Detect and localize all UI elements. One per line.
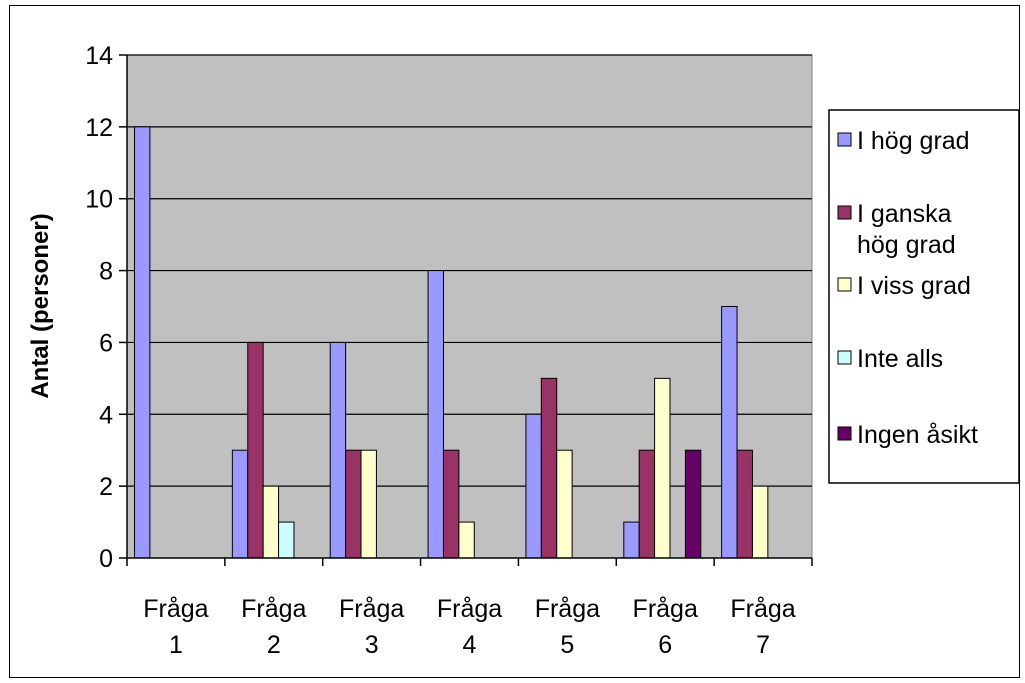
y-tick-label: 6: [99, 329, 113, 357]
y-tick-label: 12: [85, 114, 113, 142]
bar: [654, 377, 671, 559]
legend-label: I viss grad: [857, 272, 971, 300]
y-tick-label: 10: [85, 186, 113, 214]
plot-background: [126, 54, 813, 559]
bar: [134, 126, 151, 559]
x-tick-label: Fråga 3: [339, 595, 404, 659]
bar: [638, 449, 656, 559]
legend-label: Inte alls: [857, 345, 943, 373]
legend-label: I hög grad: [857, 127, 970, 155]
y-tick-label: 4: [99, 401, 113, 429]
x-tick-label: Fråga 2: [241, 595, 306, 659]
legend-swatch: [837, 426, 852, 441]
bar: [458, 521, 475, 559]
bar: [360, 449, 377, 559]
legend: I hög grad I ganska hög grad I viss grad Int…: [828, 109, 1020, 484]
x-tick-label: Fråga 1: [143, 595, 208, 659]
bar: [540, 377, 558, 559]
plot-area: [126, 54, 813, 559]
y-tick-label: 2: [99, 473, 113, 501]
bar: [623, 521, 640, 559]
y-tick-label: 8: [99, 258, 113, 286]
bar: [278, 521, 295, 559]
bar: [231, 449, 249, 559]
bar: [442, 449, 460, 559]
legend-swatch: [837, 132, 852, 147]
y-axis-ticks: 0 2 4 6 8 10 12 14: [85, 42, 127, 573]
bar: [751, 485, 769, 559]
legend-swatch: [837, 205, 852, 220]
y-axis-label: Antal (personer): [27, 213, 54, 398]
bar: [736, 449, 753, 559]
x-axis-ticks: Fråga 1 Fråga 2 Fråga 3 Fråga 4 Fråga 5 Fråga 6 Fråg…: [126, 558, 813, 659]
bar: [525, 413, 542, 559]
bar: [556, 449, 573, 559]
bar: [427, 270, 444, 559]
bars: [134, 126, 769, 559]
bar: [684, 449, 702, 559]
legend-swatch: [837, 277, 852, 292]
bar: [247, 341, 264, 559]
bar: [262, 485, 280, 559]
legend-label: Ingen åsikt: [857, 421, 978, 449]
legend-label: I ganska hög grad: [857, 200, 956, 259]
bar: [345, 449, 362, 559]
x-tick-label: Fråga 4: [437, 595, 502, 659]
legend-swatch: [837, 350, 852, 365]
bar: [721, 306, 738, 559]
axes: [126, 55, 812, 559]
y-tick-label: 14: [85, 42, 113, 70]
y-tick-label: 0: [99, 545, 113, 573]
x-tick-label: Fråga 6: [633, 595, 698, 659]
legend-box: [828, 109, 1020, 484]
x-tick-label: Fråga 7: [730, 595, 795, 659]
bar: [329, 341, 347, 559]
x-tick-label: Fråga 5: [535, 595, 600, 659]
